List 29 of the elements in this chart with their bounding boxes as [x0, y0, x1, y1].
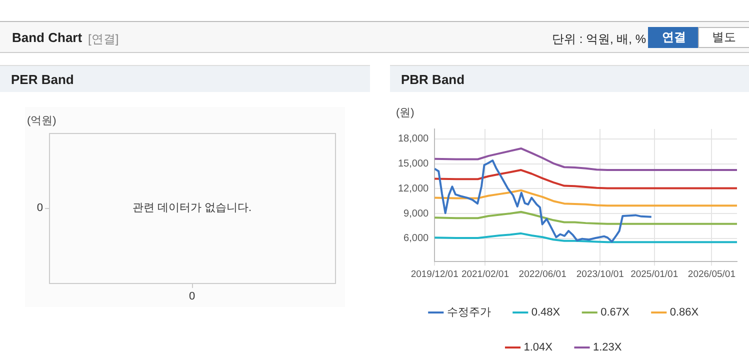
x-tick-label: 2025/01/01	[630, 268, 678, 280]
chart-title: PBR Band	[401, 72, 465, 87]
legend-label: 0.86X	[670, 306, 700, 319]
text: 관련 데이터가 없습니다.	[132, 202, 252, 214]
y-tick-label: 9,000	[404, 208, 430, 220]
text: 0	[36, 202, 43, 214]
legend-label: 수정주가	[446, 306, 491, 319]
x-tick-label: 2019/12/01	[410, 268, 458, 280]
y-tick-label: 12,000	[398, 183, 430, 194]
text: 0	[188, 290, 196, 303]
x-tick-label: 2026/05/01	[688, 268, 736, 280]
text: 단위 : 억원, 배, %	[552, 31, 646, 48]
legend-label: 1.23X	[593, 342, 622, 354]
legend-label: 0.48X	[531, 306, 561, 319]
y-tick-label: 15,000	[398, 158, 430, 170]
text: Band Chart	[12, 30, 82, 45]
text: 별도	[698, 27, 749, 48]
text: [연결]	[88, 31, 119, 48]
x-tick-label: 2021/02/01	[461, 268, 509, 280]
y-axis-title: (원)	[396, 107, 414, 120]
legend-label: 0.67X	[600, 306, 630, 319]
y-tick-label: 18,000	[398, 134, 430, 145]
x-tick-label: 2022/06/01	[518, 268, 566, 280]
text: (억원)	[27, 115, 56, 128]
legend-label: 1.04X	[524, 342, 554, 354]
x-tick-label: 2023/10/01	[576, 268, 624, 280]
text: PER Band	[11, 72, 74, 87]
text: 연결	[648, 27, 700, 48]
y-tick-label: 6,000	[404, 233, 430, 244]
